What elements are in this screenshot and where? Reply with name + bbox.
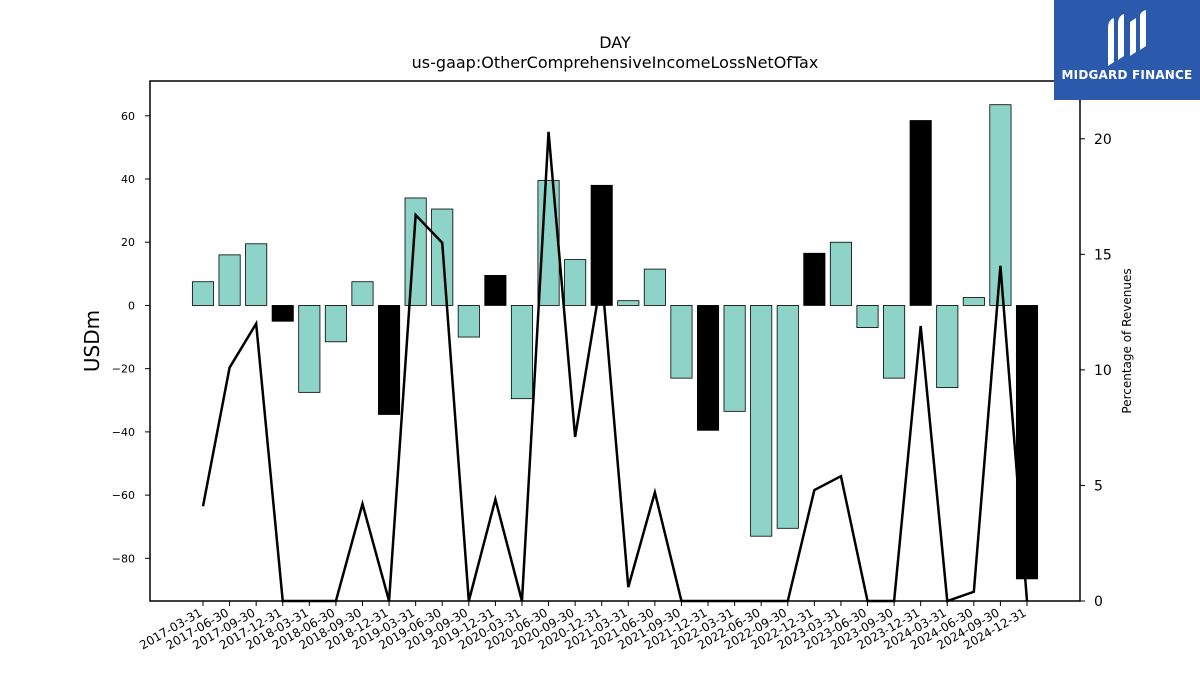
bar-2020-12-31: [590, 184, 613, 306]
bar-2017-03-31: [191, 281, 215, 306]
bar-2018-06-30: [324, 305, 347, 343]
bar-2024-03-31: [936, 305, 959, 389]
y2-axis-label: Percentage of Revenues: [1120, 268, 1134, 413]
chart-subtitle: us-gaap:OtherComprehensiveIncomeLossNetO…: [412, 53, 819, 72]
plot-frame: [149, 80, 1081, 602]
bar-2021-12-31: [697, 305, 720, 431]
bar-2019-09-30: [457, 305, 480, 338]
bar-2022-12-31: [803, 252, 826, 306]
bar-2022-03-31: [723, 305, 746, 412]
bar-2024-12-31: [1015, 305, 1039, 580]
bar-2017-12-31: [271, 305, 294, 322]
bar-2017-06-30: [218, 254, 241, 306]
y2-tick-label: 20: [1094, 132, 1112, 148]
midgard-logo-icon: [1108, 10, 1146, 66]
brand-name: MIDGARD FINANCE: [1061, 68, 1193, 82]
y2-tick-label: 0: [1094, 594, 1103, 610]
chart-title: DAY: [599, 33, 631, 52]
brand-logo: MIDGARD FINANCE: [1054, 0, 1200, 100]
y-tick-label: −40: [112, 426, 135, 439]
bar-2023-06-30: [856, 305, 879, 328]
bar-2017-09-30: [245, 243, 268, 306]
bar-2024-09-30: [989, 104, 1012, 306]
y2-tick-label: 10: [1094, 363, 1112, 379]
y-tick-label: −20: [112, 363, 135, 376]
bar-2021-09-30: [670, 305, 693, 379]
bar-2018-09-30: [351, 281, 374, 306]
bar-2020-03-31: [510, 305, 533, 400]
plot-area: 6040200−20−40−60−80051015202017-03-31201…: [112, 80, 1112, 652]
bar-2022-06-30: [750, 305, 773, 537]
bar-2021-03-31: [617, 300, 640, 306]
bar-2023-09-30: [883, 305, 906, 379]
y2-tick-label: 15: [1094, 247, 1112, 263]
y-tick-label: 20: [121, 236, 135, 249]
bar-2021-06-30: [643, 268, 666, 306]
y-tick-label: 0: [128, 299, 135, 312]
y-tick-label: −60: [112, 489, 135, 502]
y-tick-label: 60: [121, 110, 135, 123]
y2-tick-label: 5: [1094, 478, 1103, 494]
bar-2022-09-30: [776, 305, 799, 529]
bar-2018-12-31: [378, 305, 401, 415]
y-tick-label: 40: [121, 173, 135, 186]
bar-2023-12-31: [909, 120, 932, 306]
bar-2023-03-31: [829, 241, 852, 306]
bar-2019-12-31: [484, 275, 507, 306]
y-axis-label: USDm: [80, 310, 104, 372]
y-tick-label: −80: [112, 552, 135, 565]
bar-2024-06-30: [962, 297, 985, 306]
bar-2018-03-31: [298, 305, 321, 393]
bar-2020-09-30: [564, 259, 587, 306]
